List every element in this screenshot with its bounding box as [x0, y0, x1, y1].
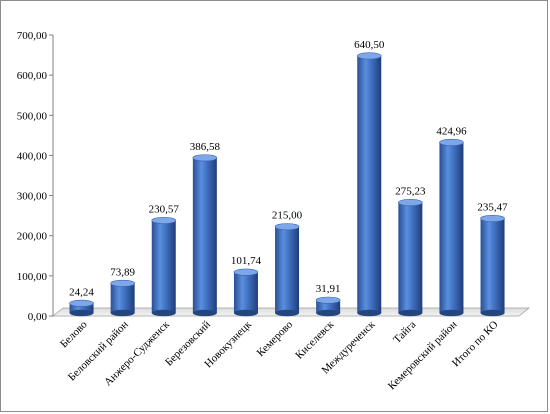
bar [192, 154, 218, 317]
bar-base [110, 309, 135, 317]
bar-top [69, 299, 94, 307]
category-label: Кемерово [255, 318, 296, 359]
bar-top [356, 52, 382, 60]
data-label: 31,91 [316, 283, 341, 295]
category-label: Кемеровский район [386, 319, 460, 393]
bar [69, 299, 94, 317]
bar [151, 216, 177, 317]
y-tick-label: 400,00 [17, 150, 48, 162]
bar [233, 268, 259, 317]
bar-base [192, 309, 217, 317]
bar-top [233, 268, 259, 276]
bar-body [439, 142, 464, 313]
bar-body [151, 220, 176, 313]
data-label: 275,23 [395, 186, 426, 198]
y-tick-label: 700,00 [17, 30, 48, 42]
bar [110, 279, 135, 317]
data-label: 73,89 [110, 266, 135, 278]
bar-body [398, 202, 423, 313]
bar-base [233, 309, 258, 317]
data-label: 386,58 [190, 141, 221, 153]
bar-top [274, 223, 300, 231]
bar-top [480, 214, 505, 222]
bar [480, 214, 505, 317]
bar-top [192, 154, 218, 162]
data-label: 24,24 [69, 286, 94, 298]
bar-body [233, 272, 258, 313]
category-label: Киселевск [293, 318, 336, 361]
bar-body [357, 55, 382, 313]
y-tick-label: 300,00 [17, 191, 48, 203]
bar-top [151, 216, 177, 224]
data-label: 101,74 [231, 255, 262, 267]
bar [315, 296, 341, 317]
bar-base [357, 309, 382, 317]
data-label: 235,47 [477, 201, 508, 213]
y-tick-label: 600,00 [17, 70, 48, 82]
bar-base [439, 309, 464, 317]
data-label: 215,00 [272, 210, 303, 222]
bar-base [151, 309, 176, 317]
bar-body [316, 300, 341, 313]
bar-top [439, 138, 464, 146]
bar-base [398, 309, 423, 317]
bar [274, 223, 300, 317]
bar-base [275, 309, 300, 317]
bar-body [480, 218, 505, 313]
data-label: 640,50 [354, 39, 385, 51]
y-tick-label: 500,00 [17, 110, 48, 122]
bar-top [110, 279, 135, 287]
bar-body [110, 283, 135, 313]
y-tick-label: 100,00 [17, 271, 48, 283]
y-tick-label: 0,00 [28, 311, 48, 323]
bar-base [316, 309, 341, 317]
bars [69, 52, 505, 317]
bar-base [69, 309, 94, 317]
bar-body [192, 157, 217, 313]
bar-body [69, 303, 94, 313]
bar [356, 52, 382, 317]
bar-top [315, 296, 341, 304]
bar-top [398, 199, 423, 207]
bar-base [480, 309, 505, 317]
bar [439, 138, 464, 317]
bar [398, 199, 423, 317]
category-label: Тайга [391, 319, 418, 346]
data-label: 424,96 [436, 125, 467, 137]
y-tick-label: 200,00 [17, 231, 48, 243]
bar-body [275, 226, 300, 313]
data-label: 230,57 [149, 203, 180, 215]
category-label: Белово [58, 318, 90, 350]
